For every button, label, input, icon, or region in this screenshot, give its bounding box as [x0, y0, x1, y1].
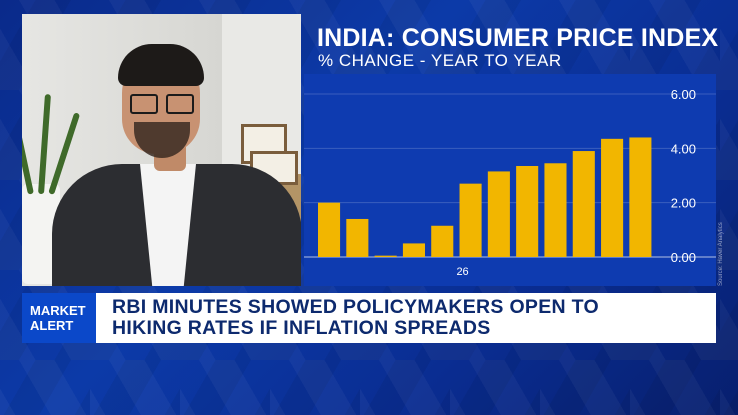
- guest-video-feed: [22, 14, 301, 286]
- cpi-bar-chart: 6.00 4.00 2.00 0.00 26: [304, 74, 716, 286]
- y-tick-label: 6.00: [671, 87, 696, 102]
- cpi-bar: [346, 218, 369, 257]
- headline-line-1: RBI MINUTES SHOWED POLICYMAKERS OPEN TO: [112, 296, 599, 318]
- cpi-bar: [318, 202, 341, 257]
- cpi-bar: [572, 151, 595, 257]
- y-tick-label: 4.00: [671, 141, 696, 156]
- cpi-bar: [601, 138, 624, 257]
- news-headline: RBI MINUTES SHOWED POLICYMAKERS OPEN TO …: [112, 297, 599, 339]
- speaker-hair: [118, 44, 204, 86]
- cpi-bar: [431, 225, 454, 257]
- cpi-bar: [374, 255, 397, 257]
- lower-third-banner: MARKET ALERT RBI MINUTES SHOWED POLICYMA…: [22, 293, 716, 343]
- cpi-bar: [544, 163, 567, 257]
- source-note: Source: Haver Analytics: [718, 222, 724, 286]
- cpi-bar: [459, 183, 482, 257]
- market-alert-badge: MARKET ALERT: [22, 293, 96, 343]
- cpi-bar: [516, 165, 539, 257]
- cpi-bar: [487, 171, 510, 257]
- y-tick-label: 2.00: [671, 196, 696, 211]
- alert-line-2: ALERT: [30, 318, 74, 333]
- cpi-bar: [629, 137, 652, 257]
- alert-line-1: MARKET: [30, 303, 86, 318]
- cpi-bar: [402, 243, 425, 257]
- x-tick-label: 26: [456, 266, 468, 278]
- glasses-lens-right: [166, 94, 194, 114]
- chart-title: INDIA: CONSUMER PRICE INDEX: [317, 24, 719, 52]
- headline-line-2: HIKING RATES IF INFLATION SPREADS: [112, 317, 491, 339]
- chart-subtitle: % CHANGE - YEAR TO YEAR: [318, 51, 562, 70]
- glasses-lens-left: [130, 94, 158, 114]
- y-tick-label: 0.00: [671, 250, 696, 265]
